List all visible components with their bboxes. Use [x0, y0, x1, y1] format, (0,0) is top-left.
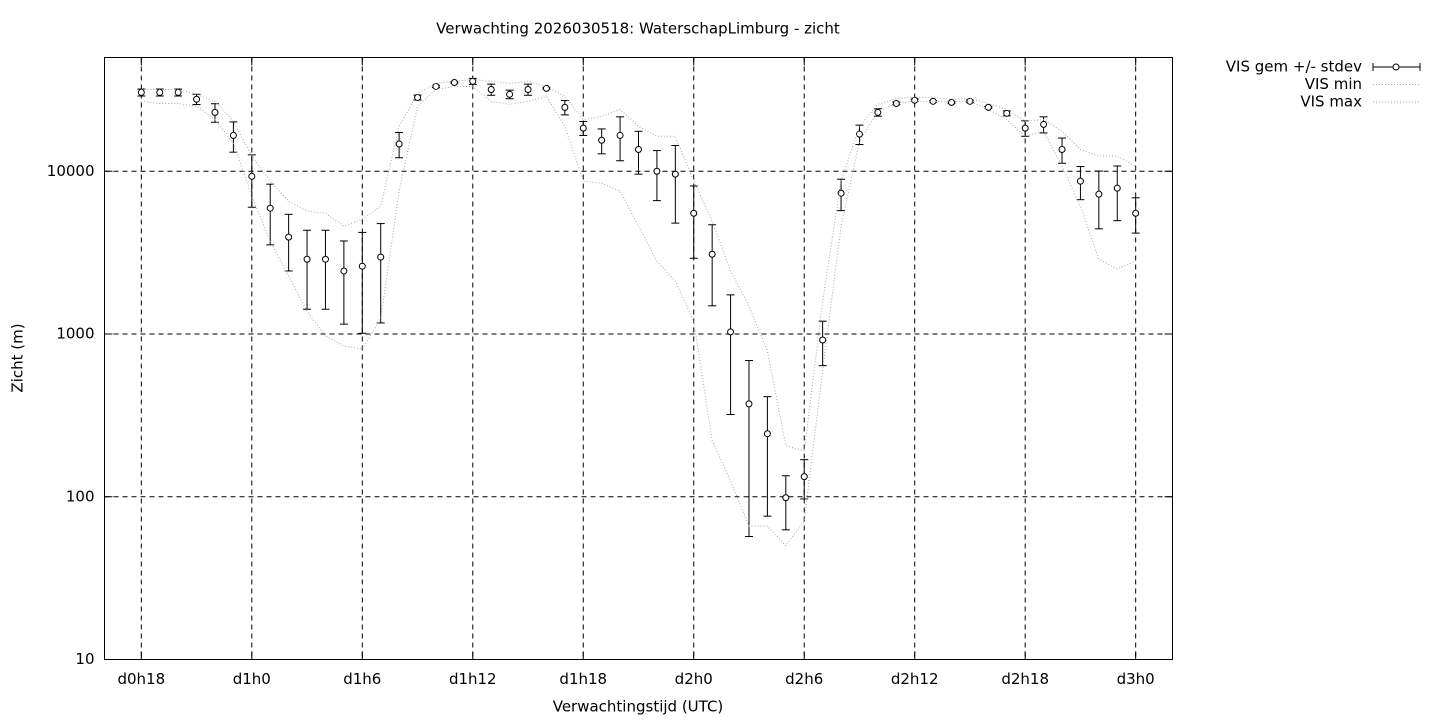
- point: [137, 88, 145, 96]
- x-tick-label: d1h0: [233, 670, 271, 688]
- x-tick-label: d0h18: [117, 670, 165, 688]
- point: [579, 124, 587, 132]
- point: [892, 99, 900, 107]
- point: [837, 189, 845, 197]
- point: [1021, 124, 1029, 132]
- x-tick-label: d2h6: [785, 670, 823, 688]
- legend-label: VIS min: [1305, 75, 1362, 93]
- legend-label: VIS max: [1300, 93, 1362, 111]
- point: [450, 79, 458, 87]
- point: [211, 108, 219, 116]
- point: [708, 250, 716, 258]
- x-tick-label: d1h6: [343, 670, 381, 688]
- point: [321, 255, 329, 263]
- point: [285, 233, 293, 241]
- point: [855, 130, 863, 138]
- point: [598, 136, 606, 144]
- point: [156, 88, 164, 96]
- point: [911, 96, 919, 104]
- point: [653, 167, 661, 175]
- x-tick-label: d1h18: [559, 670, 607, 688]
- point: [1040, 120, 1048, 128]
- point: [800, 473, 808, 481]
- x-tick-label: d2h0: [675, 670, 713, 688]
- x-tick-label: d3h0: [1117, 670, 1155, 688]
- point: [1003, 109, 1011, 117]
- point: [487, 85, 495, 93]
- point: [948, 98, 956, 106]
- point: [248, 172, 256, 180]
- point: [984, 103, 992, 111]
- point: [763, 430, 771, 438]
- legend-swatch: [1392, 63, 1400, 71]
- legend-label: VIS gem +/- stdev: [1226, 58, 1362, 76]
- x-axis-label: Verwachtingstijd (UTC): [553, 698, 724, 716]
- x-tick-label: d2h12: [891, 670, 939, 688]
- point: [506, 90, 514, 98]
- point: [690, 209, 698, 217]
- point: [671, 170, 679, 178]
- y-tick-label: 10: [75, 650, 94, 668]
- point: [561, 103, 569, 111]
- x-tick-label: d1h12: [449, 670, 497, 688]
- point: [340, 267, 348, 275]
- y-tick-label: 10000: [47, 162, 95, 180]
- point: [193, 95, 201, 103]
- point: [635, 146, 642, 154]
- point: [432, 82, 440, 90]
- y-axis-label: Zicht (m): [9, 323, 27, 392]
- point: [616, 131, 624, 139]
- point: [542, 84, 550, 92]
- point: [229, 131, 237, 139]
- point: [266, 204, 274, 212]
- point: [414, 93, 422, 101]
- point: [1113, 184, 1121, 192]
- point: [524, 85, 532, 93]
- point: [303, 255, 311, 263]
- point: [1132, 209, 1140, 217]
- point: [727, 328, 735, 336]
- point: [395, 140, 403, 148]
- y-tick-label: 1000: [56, 325, 94, 343]
- point: [358, 262, 366, 270]
- point: [966, 97, 974, 105]
- chart-title: Verwachting 2026030518: WaterschapLimbur…: [436, 20, 840, 38]
- point: [782, 494, 790, 502]
- point: [1058, 146, 1066, 154]
- point: [819, 336, 827, 344]
- point: [1076, 177, 1084, 185]
- point: [377, 253, 385, 261]
- point: [1095, 190, 1103, 198]
- y-tick-label: 100: [66, 487, 95, 505]
- x-tick-label: d2h18: [1001, 670, 1049, 688]
- point: [745, 400, 753, 408]
